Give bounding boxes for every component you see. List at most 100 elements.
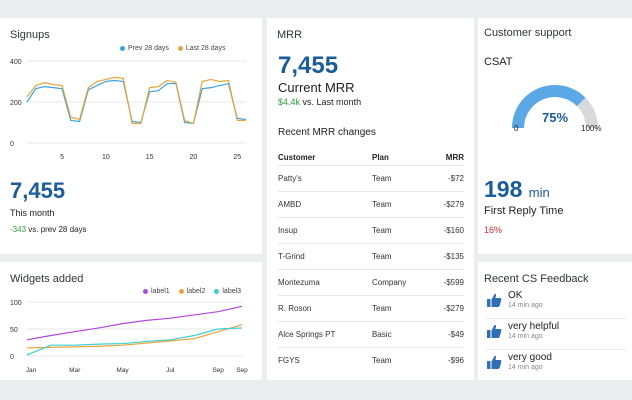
legend-dot-label2 (178, 289, 184, 294)
legend-item-label2[interactable]: label2 (178, 288, 206, 295)
table-row[interactable]: R. Roson Team -$279 (278, 294, 464, 321)
widgets-panel: Widgets added label1 label2 label3 0 50 10… (0, 262, 262, 380)
table-row[interactable]: Montezuma Company -$599 (278, 268, 464, 295)
series-line-last (26, 76, 246, 125)
reply-time-row: 198 min (484, 176, 550, 203)
mrr-changes-title: Recent MRR changes (278, 127, 376, 138)
reply-time-unit: min (528, 185, 550, 200)
support-title: Customer support (484, 27, 572, 39)
feedback-item[interactable]: OK 14 min ago (486, 290, 626, 320)
series-line-prev (26, 79, 247, 125)
csat-label: CSAT (484, 56, 513, 68)
cell-mrr: -$135 (428, 242, 464, 269)
cell-mrr: -$279 (428, 294, 464, 321)
legend-label-label3: label3 (222, 288, 242, 295)
x-tick-label: Sep (236, 367, 248, 374)
mrr-delta-label: vs. Last month (302, 97, 362, 107)
series-line-label3 (26, 327, 243, 356)
gauge-min-label: 0 (514, 124, 519, 133)
feedback-time: 14 min ago (508, 333, 543, 340)
cell-customer: Montezuma (278, 268, 372, 295)
legend-item-label3[interactable]: label3 (214, 288, 241, 295)
cell-plan: Team (372, 294, 428, 321)
cell-customer: R. Roson (278, 294, 372, 321)
y-tick-label: 400 (10, 59, 22, 66)
csat-gauge (512, 85, 598, 129)
feedback-text: very good (508, 352, 552, 363)
signups-delta-label: vs. prev 28 days (28, 225, 87, 234)
legend-item-label1[interactable]: label1 (143, 288, 170, 295)
cell-customer: Patty's (278, 164, 372, 191)
table-header-row: Customer Plan MRR (278, 151, 464, 165)
feedback-panel: Recent CS Feedback OK 14 min ago very help… (478, 262, 632, 380)
cell-plan: Team (372, 242, 428, 269)
column-header-plan: Plan (372, 153, 389, 163)
cell-plan: Team (372, 190, 428, 217)
support-panel: Customer support CSAT 75% 0 100% 198 min… (478, 18, 632, 254)
x-tick-label: 10 (102, 154, 110, 161)
y-tick-label: 50 (10, 327, 18, 334)
legend-dot-label3 (214, 289, 220, 294)
mrr-panel: MRR 7,455 Current MRR $4.4k vs. Last mon… (267, 18, 474, 380)
legend-label-prev: Prev 28 days (128, 45, 169, 52)
gauge-fill (512, 85, 586, 129)
signups-delta-row: -343 vs. prev 28 days (10, 225, 87, 234)
table-row[interactable]: Patty's Team -$72 (278, 164, 464, 191)
mrr-delta: $4.4k (278, 97, 301, 107)
table-row[interactable]: AMBD Team -$279 (278, 190, 464, 217)
signups-chart: 0 200 400 5 10 15 20 25 (10, 59, 247, 161)
cell-mrr: -$599 (428, 268, 464, 295)
mrr-title: MRR (277, 29, 303, 41)
feedback-divider (486, 318, 626, 319)
feedback-text: OK (508, 290, 523, 301)
signups-legend: Prev 28 days Last 28 days (120, 45, 226, 52)
reply-time-label: First Reply Time (484, 205, 564, 217)
table-row[interactable]: Alce Springs PT Basic -$49 (278, 320, 464, 347)
x-tick-label: Jul (166, 367, 175, 374)
y-tick-label: 100 (10, 300, 22, 307)
feedback-divider (486, 349, 626, 350)
widgets-legend: label1 label2 label3 (143, 288, 241, 295)
y-tick-label: 0 (10, 354, 14, 361)
legend-dot-last (177, 46, 183, 51)
cell-mrr: -$96 (428, 346, 464, 373)
x-tick-label: May (116, 367, 129, 374)
cell-plan: Basic (372, 320, 428, 347)
feedback-item[interactable]: very helpful 14 min ago (486, 321, 626, 351)
signups-period-label: This month (10, 208, 55, 218)
cell-customer: Alce Springs PT (278, 320, 372, 347)
thumbs-up-icon (487, 293, 502, 307)
cell-mrr: -$72 (428, 164, 464, 191)
column-header-customer: Customer (278, 153, 316, 163)
csat-value: 75% (542, 110, 569, 125)
cell-plan: Team (372, 216, 428, 243)
legend-item-last[interactable]: Last 28 days (177, 45, 226, 52)
column-header-mrr: MRR (445, 153, 464, 163)
cell-mrr: -$279 (428, 190, 464, 217)
table-row[interactable]: FGYS Team -$96 (278, 346, 464, 373)
feedback-time: 14 min ago (508, 302, 543, 309)
x-tick-label: Jan (26, 367, 37, 374)
table-row[interactable]: T-Grind Team -$135 (278, 242, 464, 269)
signups-panel: Signups Prev 28 days Last 28 days 0 200 40… (0, 18, 262, 254)
legend-label-label2: label2 (186, 288, 206, 295)
feedback-title: Recent CS Feedback (484, 273, 589, 285)
feedback-item[interactable]: very good 14 min ago (486, 352, 626, 382)
legend-item-prev[interactable]: Prev 28 days (120, 45, 169, 52)
x-tick-label: 15 (146, 154, 154, 161)
cell-plan: Company (372, 268, 428, 295)
x-tick-label: 20 (190, 154, 198, 161)
thumbs-up-icon (487, 324, 502, 338)
cell-customer: Insup (278, 216, 372, 243)
table-row[interactable]: Insup Team -$160 (278, 216, 464, 243)
thumbs-up-icon (487, 355, 502, 369)
mrr-current-label: Current MRR (278, 80, 355, 95)
widgets-title: Widgets added (10, 273, 84, 285)
signups-delta: -343 (10, 225, 27, 234)
gauge-max-label: 100% (581, 124, 602, 133)
feedback-time: 14 min ago (508, 364, 543, 371)
y-tick-label: 0 (10, 141, 14, 148)
series-line-label1 (26, 305, 243, 341)
x-tick-label: 25 (233, 154, 241, 161)
y-tick-label: 200 (10, 100, 22, 107)
